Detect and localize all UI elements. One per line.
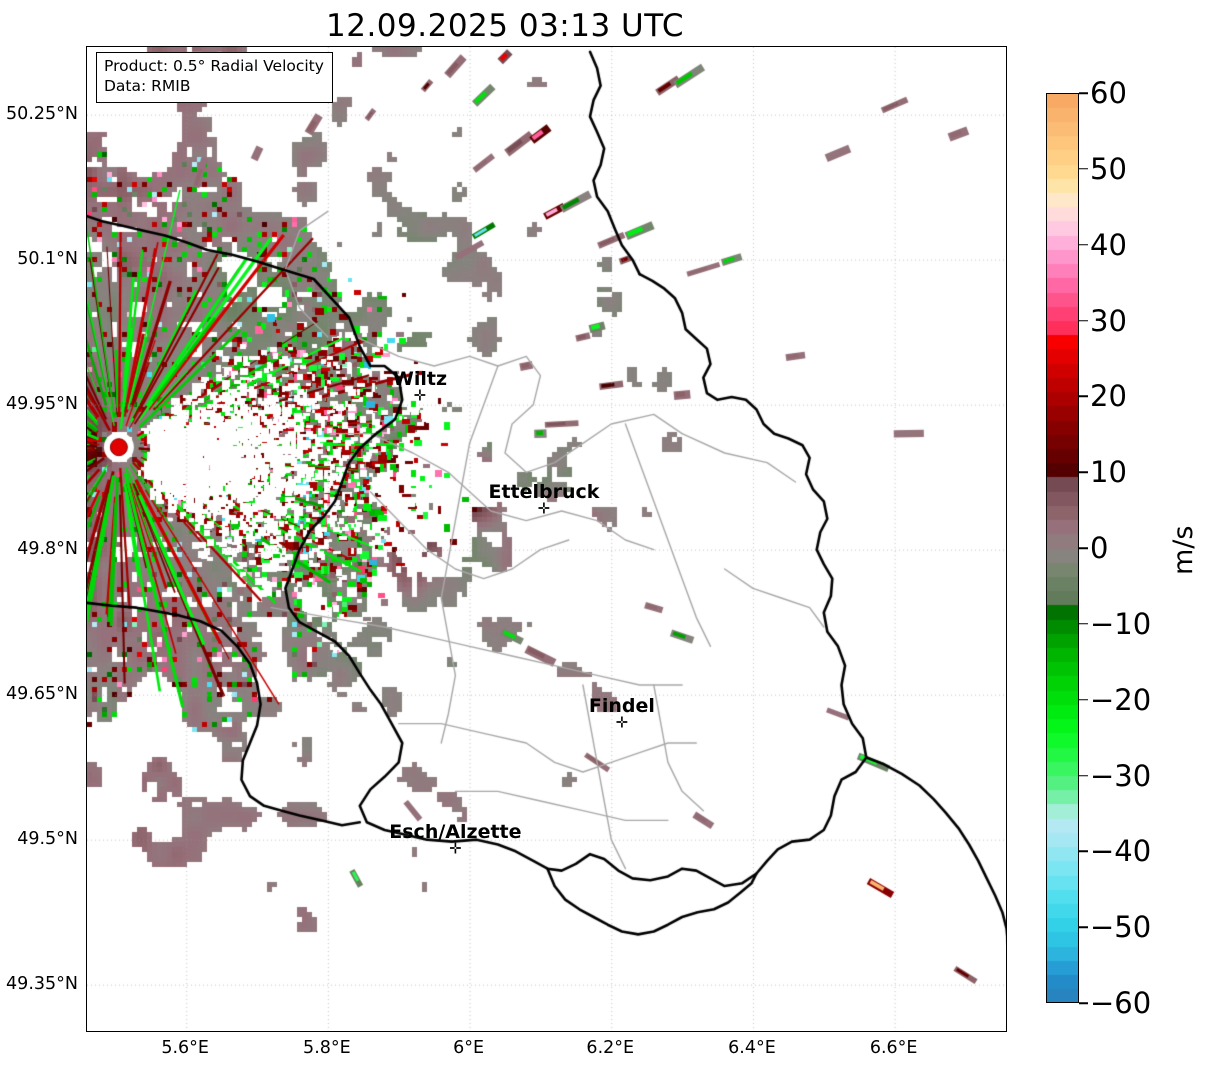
city-label-ettelbruck: Ettelbruck [488, 481, 600, 504]
annotation-data-line: Data: RMIB [104, 76, 191, 95]
y-tick-label: 49.95°N [6, 393, 78, 414]
colorbar [1046, 93, 1079, 1003]
colorbar-tick-mark [1079, 1002, 1088, 1004]
colorbar-tick-label: 20 [1090, 379, 1127, 414]
colorbar-tick-mark [1079, 319, 1088, 322]
city-marker-esch-alzette: ✛ [449, 839, 462, 858]
x-tick-label: 5.6°E [161, 1038, 209, 1058]
y-tick-label: 49.35°N [6, 973, 78, 994]
x-tick-label: 6.2°E [586, 1038, 635, 1058]
x-tick-label: 6.6°E [869, 1038, 918, 1058]
colorbar-tick-label: −50 [1090, 910, 1152, 945]
colorbar-tick-label: −10 [1090, 606, 1152, 641]
colorbar-tick-mark [1079, 395, 1088, 398]
colorbar-tick-mark [1079, 92, 1088, 94]
colorbar-tick-mark [1079, 243, 1088, 246]
colorbar-tick-mark [1079, 168, 1088, 170]
city-marker-wiltz: ✛ [413, 386, 427, 405]
y-tick-label: 49.5°N [17, 828, 78, 849]
colorbar-tick-mark [1079, 698, 1088, 701]
product-annotation-box: Product: 0.5° Radial Velocity Data: RMIB [96, 52, 333, 103]
page-title: 12.09.2025 03:13 UTC [326, 8, 684, 44]
x-tick-label: 6°E [453, 1038, 485, 1058]
radar-map-canvas-wrap [87, 47, 1006, 1031]
y-tick-label: 50.25°N [6, 103, 78, 124]
colorbar-tick-mark [1079, 623, 1088, 625]
y-tick-label: 49.65°N [6, 683, 78, 704]
colorbar-unit-label: m/s [1168, 525, 1199, 575]
colorbar-tick-mark [1079, 774, 1088, 777]
city-label-findel: Findel [588, 694, 655, 717]
x-tick-label: 6.4°E [728, 1038, 776, 1058]
colorbar-tick-label: 50 [1090, 151, 1127, 186]
colorbar-tick-mark [1079, 547, 1088, 549]
colorbar-tick-label: −20 [1090, 682, 1152, 717]
city-label-wiltz: Wiltz [392, 368, 448, 391]
colorbar-tick-mark [1079, 850, 1088, 853]
city-marker-findel: ✛ [615, 713, 629, 732]
colorbar-tick-label: 30 [1090, 303, 1127, 338]
y-tick-label: 50.1°N [17, 248, 78, 269]
colorbar-tick-label: 0 [1090, 531, 1109, 565]
city-label-esch-alzette: Esch/Alzette [389, 820, 522, 843]
radar-map-plot[interactable]: Product: 0.5° Radial Velocity Data: RMIB… [86, 46, 1007, 1032]
y-axis: 50.25°N 50.1°N 49.95°N 49.8°N 49.65°N 49.5°N 4… [0, 0, 86, 1081]
colorbar-tick-label: −60 [1090, 986, 1152, 1020]
colorbar-tick-label: −30 [1090, 758, 1152, 793]
colorbar-gradient [1047, 94, 1078, 1002]
colorbar-tick-label: 10 [1090, 455, 1127, 490]
x-tick-label: 5.8°E [303, 1038, 351, 1058]
colorbar-tick-label: −40 [1090, 834, 1152, 869]
city-marker-ettelbruck: ✛ [537, 499, 551, 518]
colorbar-tick-label: 60 [1090, 76, 1127, 110]
colorbar-tick-mark [1079, 471, 1088, 473]
annotation-product-line: Product: 0.5° Radial Velocity [104, 57, 324, 75]
y-tick-label: 49.8°N [17, 538, 78, 559]
colorbar-tick-label: 40 [1090, 227, 1127, 262]
radar-reflectivity-canvas [87, 47, 1006, 1031]
colorbar-tick-mark [1079, 926, 1088, 928]
